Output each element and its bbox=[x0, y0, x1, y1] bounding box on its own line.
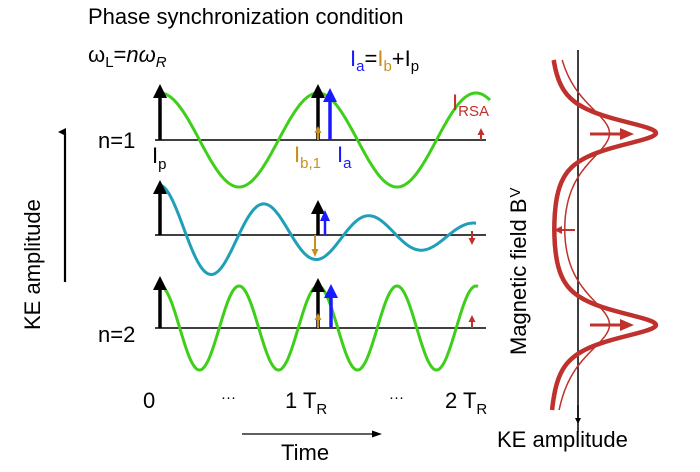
time-zero: 0 bbox=[143, 388, 155, 413]
time-1TR: 1 TR bbox=[285, 388, 327, 418]
resonance-arrow-lower-head bbox=[620, 319, 634, 331]
pulse-b-row1-head bbox=[314, 126, 322, 133]
lorentzian-thin-curve bbox=[558, 59, 611, 411]
title: Phase synchronization condition bbox=[88, 4, 404, 29]
label-Ib1: Ib,1 bbox=[294, 142, 321, 172]
pulse-p-row1-head bbox=[153, 84, 167, 98]
pulse-a-row3-head bbox=[324, 284, 338, 298]
time-dots1: ··· bbox=[221, 389, 236, 406]
ke-axis-tick-head bbox=[575, 418, 581, 424]
wave-row1-green bbox=[160, 91, 492, 189]
x-axis-label: Time bbox=[281, 440, 329, 465]
rsa-row1-head bbox=[477, 128, 485, 135]
lorentzian-thick-curve bbox=[549, 59, 659, 411]
ke-amplitude-right-label: KE amplitude bbox=[497, 427, 628, 452]
label-n1: n=1 bbox=[98, 128, 135, 153]
label-n2: n=2 bbox=[98, 322, 135, 347]
resonance-arrow-upper-head bbox=[620, 128, 634, 140]
relation-text: Ia=Ib+Ip bbox=[350, 46, 419, 75]
pulse-p-row2-mid-head bbox=[311, 200, 325, 214]
time-dots2: ··· bbox=[389, 389, 404, 406]
time-2TR: 2 TR bbox=[445, 388, 487, 418]
pulse-p-row2-head bbox=[153, 180, 167, 194]
pulse-p-row1-mid-head bbox=[311, 84, 325, 98]
mag-axis-label: Magnetic field BV bbox=[506, 187, 531, 355]
pulse-b-row3-head bbox=[314, 313, 322, 320]
off-resonance-arrow-head bbox=[554, 226, 562, 234]
pulse-b-row2-head bbox=[311, 249, 319, 257]
pulse-a-row2-head bbox=[320, 210, 330, 221]
time-arrow-head bbox=[372, 430, 382, 438]
label-IRSA: IRSA bbox=[452, 90, 489, 120]
label-Ia: Ia bbox=[337, 142, 352, 172]
label-Ip: Ip bbox=[152, 143, 166, 173]
condition-text: ωL=nωR bbox=[88, 42, 167, 71]
pulse-p-row3-head bbox=[153, 276, 167, 290]
pulse-a-row1-head bbox=[323, 88, 337, 102]
pulse-p-row3-mid-head bbox=[311, 278, 325, 292]
rsa-row2-head bbox=[468, 238, 476, 245]
rsa-row3-head bbox=[468, 315, 476, 322]
y-axis-label: KE amplitude bbox=[20, 199, 45, 330]
wave-row2-teal bbox=[159, 183, 476, 276]
